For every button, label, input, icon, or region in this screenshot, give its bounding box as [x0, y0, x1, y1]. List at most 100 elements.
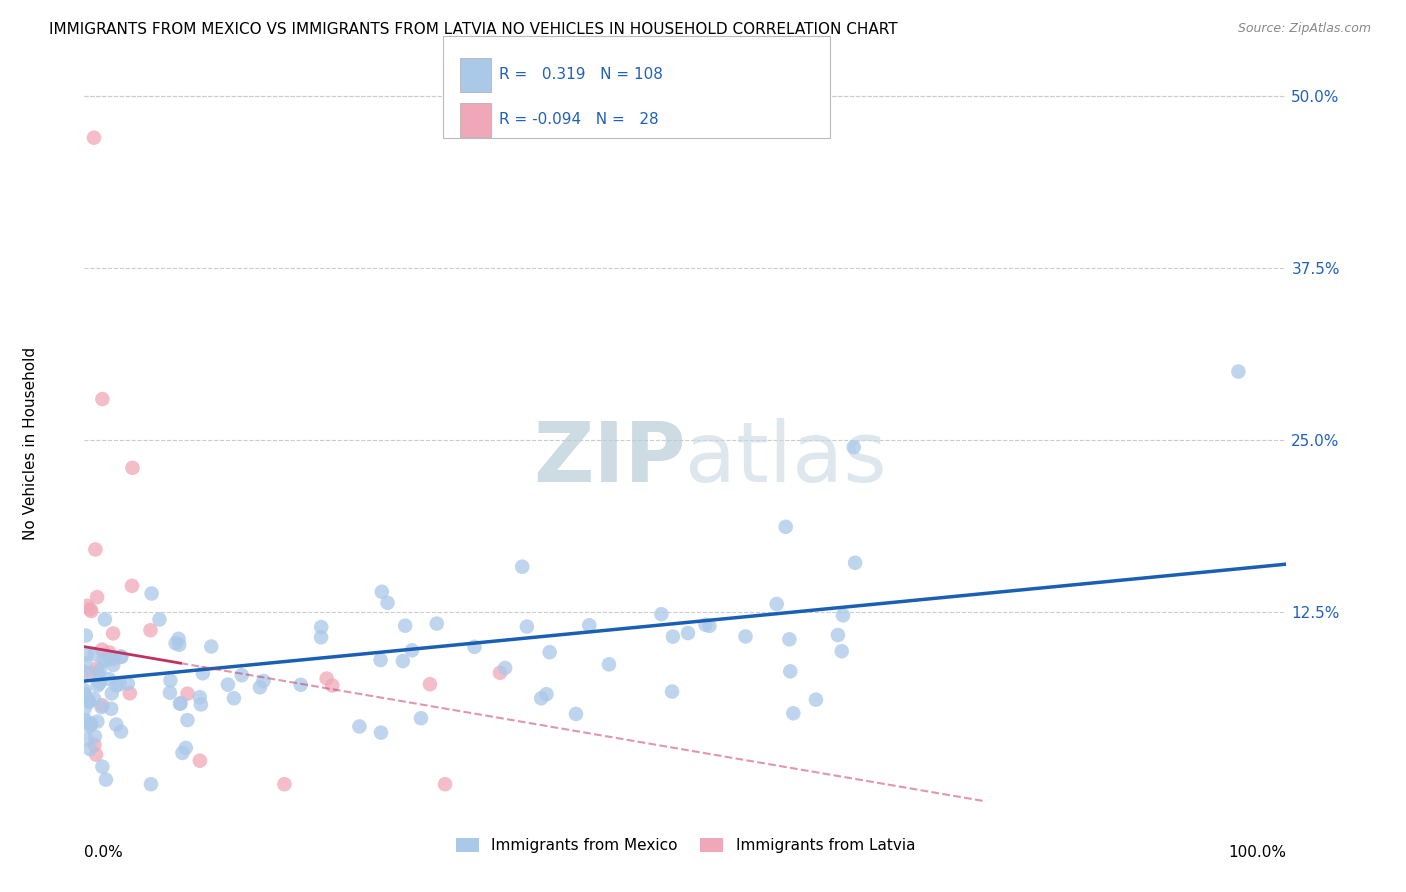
Point: [494, 661, 516, 675]
Point: [90, 700, 112, 714]
Point: [86, 714, 108, 729]
Point: [91, 759, 114, 773]
Point: [73, 665, 96, 679]
Point: [121, 579, 143, 593]
Point: [79, 742, 101, 756]
Point: [159, 673, 181, 688]
Point: [538, 645, 561, 659]
Point: [79, 666, 101, 681]
Point: [75, 657, 97, 671]
Point: [832, 608, 855, 623]
Point: [86, 590, 108, 604]
Text: Source: ZipAtlas.com: Source: ZipAtlas.com: [1237, 22, 1371, 36]
Point: [676, 626, 699, 640]
Point: [377, 596, 399, 610]
Point: [77, 695, 100, 709]
Point: [598, 657, 620, 672]
Point: [273, 777, 295, 791]
Point: [844, 556, 866, 570]
Point: [778, 632, 800, 647]
Point: [309, 630, 332, 644]
Point: [103, 658, 125, 673]
Point: [217, 678, 239, 692]
Text: R =   0.319   N = 108: R = 0.319 N = 108: [499, 67, 664, 82]
Point: [371, 584, 394, 599]
Point: [191, 666, 214, 681]
Point: [804, 692, 827, 706]
Point: [370, 725, 392, 739]
Text: R = -0.094   N =   28: R = -0.094 N = 28: [499, 112, 659, 128]
Point: [93, 653, 115, 667]
Point: [77, 694, 100, 708]
Point: [510, 559, 533, 574]
Point: [83, 738, 105, 752]
Point: [76, 648, 98, 662]
Point: [779, 665, 801, 679]
Point: [79, 717, 101, 731]
Point: [94, 654, 117, 668]
Point: [775, 520, 797, 534]
Point: [117, 676, 139, 690]
Point: [349, 719, 371, 733]
Point: [101, 686, 124, 700]
Point: [222, 691, 245, 706]
Point: [73, 701, 96, 715]
Point: [121, 460, 143, 475]
Point: [84, 729, 107, 743]
Point: [98, 645, 121, 659]
Text: ZIP: ZIP: [533, 418, 686, 499]
Point: [200, 640, 222, 654]
Point: [463, 640, 485, 654]
Point: [79, 719, 101, 733]
Point: [782, 706, 804, 721]
Point: [139, 777, 162, 791]
Point: [249, 681, 271, 695]
Point: [84, 747, 107, 762]
Point: [73, 683, 96, 698]
Point: [489, 665, 512, 680]
Point: [827, 628, 849, 642]
Point: [172, 746, 194, 760]
Point: [110, 649, 132, 664]
Point: [831, 644, 853, 658]
Point: [252, 673, 274, 688]
Point: [91, 698, 114, 713]
Point: [426, 616, 449, 631]
Point: [188, 690, 211, 705]
Point: [75, 713, 97, 727]
Point: [176, 687, 198, 701]
Point: [842, 440, 865, 454]
Point: [765, 597, 787, 611]
Point: [176, 713, 198, 727]
Point: [169, 696, 191, 710]
Point: [662, 630, 685, 644]
Point: [419, 677, 441, 691]
Point: [370, 653, 392, 667]
Point: [536, 687, 558, 701]
Point: [86, 661, 108, 675]
Point: [661, 684, 683, 698]
Point: [650, 607, 672, 622]
Point: [101, 626, 124, 640]
Point: [565, 706, 588, 721]
Point: [516, 619, 538, 633]
Point: [141, 586, 163, 600]
Point: [434, 777, 457, 791]
Point: [139, 624, 162, 638]
Point: [73, 714, 96, 729]
Point: [392, 654, 415, 668]
Point: [148, 613, 170, 627]
Point: [89, 664, 111, 678]
Point: [321, 678, 343, 692]
Point: [83, 130, 105, 145]
Point: [91, 392, 114, 406]
Point: [118, 686, 141, 700]
Point: [75, 628, 97, 642]
Text: 0.0%: 0.0%: [84, 845, 124, 860]
Point: [530, 691, 553, 706]
Point: [315, 672, 337, 686]
Point: [169, 697, 191, 711]
Point: [695, 617, 717, 632]
Point: [108, 677, 131, 691]
Point: [110, 649, 132, 664]
